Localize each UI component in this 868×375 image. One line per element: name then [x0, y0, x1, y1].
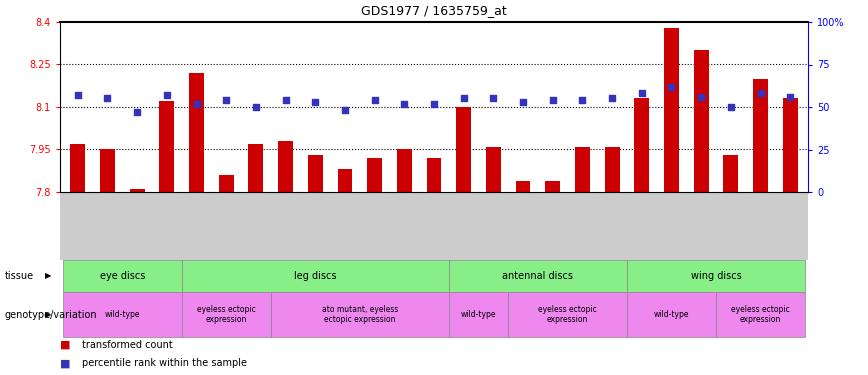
Bar: [545, 181, 560, 192]
Bar: [248, 144, 263, 192]
Bar: [716, 292, 805, 337]
Bar: [783, 99, 798, 192]
Point: [220, 97, 233, 103]
Point: [665, 84, 679, 90]
Bar: [181, 292, 271, 337]
Bar: [63, 260, 181, 292]
Bar: [308, 155, 323, 192]
Bar: [694, 50, 708, 192]
Point: [189, 100, 203, 106]
Bar: [426, 158, 442, 192]
Text: transformed count: transformed count: [82, 339, 173, 350]
Bar: [271, 292, 449, 337]
Text: eyeless ectopic
expression: eyeless ectopic expression: [538, 305, 597, 324]
Point: [546, 97, 560, 103]
Text: eye discs: eye discs: [100, 271, 145, 281]
Bar: [278, 141, 293, 192]
Bar: [449, 292, 508, 337]
Point: [308, 99, 322, 105]
Bar: [160, 101, 174, 192]
Point: [783, 94, 797, 100]
Text: ■: ■: [60, 339, 70, 350]
Bar: [181, 260, 449, 292]
Text: ■: ■: [60, 358, 70, 368]
Text: ▶: ▶: [45, 272, 51, 280]
Bar: [516, 181, 530, 192]
Bar: [100, 150, 115, 192]
Bar: [189, 73, 204, 192]
Point: [575, 97, 589, 103]
Point: [724, 104, 738, 110]
Point: [753, 90, 767, 96]
Point: [101, 96, 115, 102]
Text: ato mutant, eyeless
ectopic expression: ato mutant, eyeless ectopic expression: [322, 305, 398, 324]
Point: [694, 94, 708, 100]
Bar: [508, 292, 627, 337]
Bar: [723, 155, 739, 192]
Bar: [129, 189, 145, 192]
Text: percentile rank within the sample: percentile rank within the sample: [82, 358, 247, 368]
Bar: [219, 175, 233, 192]
Bar: [605, 147, 620, 192]
Text: leg discs: leg discs: [294, 271, 337, 281]
Point: [71, 92, 85, 98]
Bar: [338, 170, 352, 192]
Text: antennal discs: antennal discs: [503, 271, 574, 281]
Point: [338, 107, 352, 113]
Bar: [627, 292, 716, 337]
Text: eyeless ectopic
expression: eyeless ectopic expression: [197, 305, 255, 324]
Bar: [575, 147, 590, 192]
Bar: [627, 260, 805, 292]
Bar: [449, 260, 627, 292]
Point: [427, 100, 441, 106]
Text: wild-type: wild-type: [654, 310, 689, 319]
Text: GDS1977 / 1635759_at: GDS1977 / 1635759_at: [361, 4, 507, 18]
Bar: [664, 28, 679, 192]
Point: [249, 104, 263, 110]
Point: [130, 109, 144, 115]
Point: [368, 97, 382, 103]
Bar: [457, 107, 471, 192]
Text: wild-type: wild-type: [104, 310, 140, 319]
Point: [605, 96, 619, 102]
Text: eyeless ectopic
expression: eyeless ectopic expression: [731, 305, 790, 324]
Point: [160, 92, 174, 98]
Text: ▶: ▶: [45, 310, 51, 319]
Point: [635, 90, 648, 96]
Point: [516, 99, 530, 105]
Bar: [63, 292, 181, 337]
Bar: [70, 144, 85, 192]
Bar: [753, 79, 768, 192]
Bar: [486, 147, 501, 192]
Text: genotype/variation: genotype/variation: [4, 309, 97, 320]
Point: [398, 100, 411, 106]
Point: [486, 96, 500, 102]
Text: wing discs: wing discs: [691, 271, 741, 281]
Text: wild-type: wild-type: [461, 310, 496, 319]
Bar: [635, 99, 649, 192]
Bar: [367, 158, 382, 192]
Text: tissue: tissue: [4, 271, 34, 281]
Point: [457, 96, 470, 102]
Bar: [397, 150, 411, 192]
Point: [279, 97, 293, 103]
